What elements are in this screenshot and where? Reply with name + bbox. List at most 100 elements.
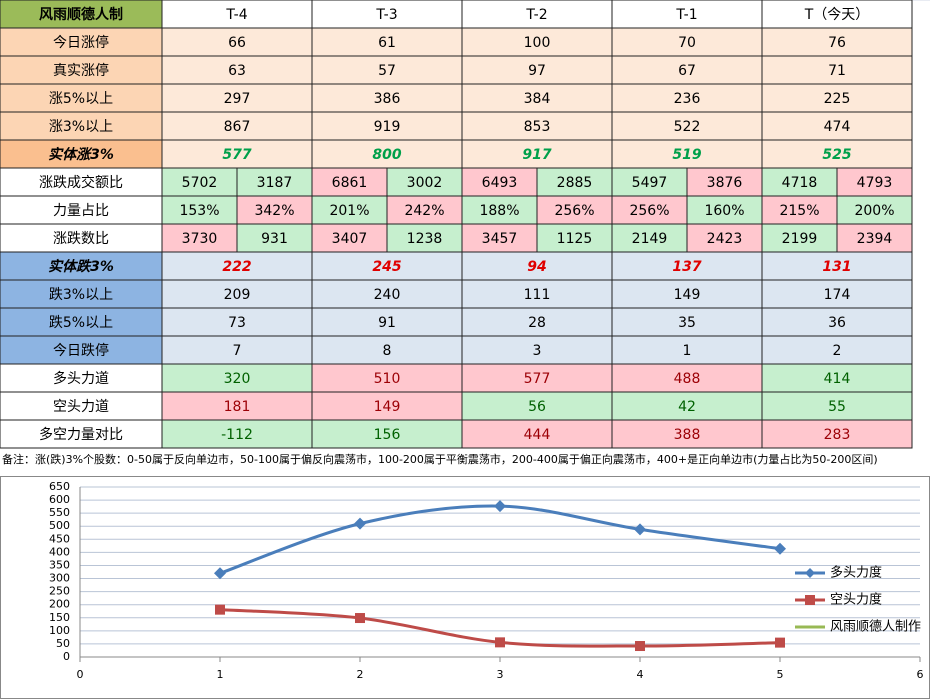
table-cell: 256% bbox=[554, 203, 594, 219]
header-cell-bg bbox=[761, 0, 913, 29]
legend-marker bbox=[805, 595, 815, 605]
table-cell-bg bbox=[311, 279, 463, 309]
row-label: 力量占比 bbox=[53, 203, 109, 219]
table-cell: 474 bbox=[824, 119, 851, 135]
table-cell-bg bbox=[461, 111, 613, 141]
row-label: 实体涨3% bbox=[48, 146, 114, 163]
table-cell-bg bbox=[461, 391, 613, 421]
table-cell: 209 bbox=[224, 287, 251, 303]
table-cell: 181 bbox=[224, 399, 251, 415]
header-cell-bg bbox=[611, 0, 763, 29]
marker bbox=[494, 500, 506, 513]
table-cell: 3457 bbox=[482, 231, 518, 247]
table-cell-bg bbox=[461, 55, 613, 85]
table-cell: 4718 bbox=[782, 175, 818, 191]
table-cell: 236 bbox=[674, 91, 701, 107]
table-cell: 160% bbox=[704, 203, 744, 219]
row-label: 多空力量对比 bbox=[39, 426, 123, 443]
table-cell: 522 bbox=[674, 119, 701, 135]
table-cell: 76 bbox=[828, 35, 846, 51]
table-cell: 188% bbox=[479, 203, 519, 219]
table-cell-bg bbox=[161, 391, 313, 421]
table-cell: 384 bbox=[524, 91, 551, 107]
legend-label: 多头力度 bbox=[830, 565, 882, 581]
table-cell: 4793 bbox=[857, 175, 893, 191]
table-cell: 201% bbox=[329, 203, 369, 219]
table-cell-bg bbox=[461, 363, 613, 393]
table-cell-bg bbox=[461, 27, 613, 57]
table-cell-bg bbox=[311, 307, 463, 337]
table-cell: 42 bbox=[678, 399, 696, 415]
table-cell-bg bbox=[761, 335, 913, 365]
table-cell: 35 bbox=[678, 315, 696, 331]
table-cell: 488 bbox=[674, 371, 701, 387]
table-cell: 71 bbox=[828, 63, 846, 79]
table-cell: 242% bbox=[404, 203, 444, 219]
table-cell-bg bbox=[161, 279, 313, 309]
table-cell-bg bbox=[311, 167, 388, 197]
table-cell: 137 bbox=[672, 259, 701, 275]
table-cell: 1 bbox=[683, 343, 692, 359]
table-cell: 919 bbox=[374, 119, 401, 135]
table-cell-bg bbox=[311, 251, 463, 281]
legend-marker bbox=[805, 568, 815, 578]
y-tick-label: 450 bbox=[49, 532, 70, 545]
table-cell: 240 bbox=[374, 287, 401, 303]
row-label: 涨跌数比 bbox=[53, 231, 109, 247]
marker bbox=[635, 641, 645, 652]
table-cell: 3730 bbox=[182, 231, 218, 247]
row-label-bg bbox=[0, 83, 163, 113]
table-cell: 3407 bbox=[332, 231, 368, 247]
table-cell-bg bbox=[311, 195, 388, 225]
table-cell: 386 bbox=[374, 91, 401, 107]
table-cell: 36 bbox=[828, 315, 846, 331]
row-label: 跌3%以上 bbox=[49, 287, 113, 303]
table-cell: 853 bbox=[524, 119, 551, 135]
table-cell: 5702 bbox=[182, 175, 218, 191]
legend-label: 空头力度 bbox=[830, 592, 882, 608]
table-cell-bg bbox=[836, 223, 913, 253]
table-cell: 94 bbox=[527, 259, 546, 275]
table-cell-bg bbox=[611, 139, 763, 169]
y-tick-label: 150 bbox=[49, 611, 70, 624]
table-cell-bg bbox=[161, 307, 313, 337]
marker bbox=[354, 517, 366, 530]
table-cell: 3187 bbox=[257, 175, 293, 191]
table-cell: 3876 bbox=[707, 175, 743, 191]
table-cell: 97 bbox=[528, 63, 546, 79]
table-cell-bg bbox=[611, 27, 763, 57]
table-cell: 67 bbox=[678, 63, 696, 79]
chart-frame bbox=[0, 476, 930, 699]
header-cell: T-3 bbox=[375, 7, 397, 23]
row-label-bg bbox=[0, 307, 163, 337]
header-cell: 风雨顺德人制 bbox=[39, 6, 123, 23]
table-cell: 57 bbox=[378, 63, 396, 79]
table-cell-bg bbox=[611, 223, 688, 253]
table-cell: 100 bbox=[524, 35, 551, 51]
table-cell: 28 bbox=[528, 315, 546, 331]
table-cell: 156 bbox=[374, 427, 401, 443]
table-cell: 6861 bbox=[332, 175, 368, 191]
table-cell-bg bbox=[611, 167, 688, 197]
table-cell: 56 bbox=[528, 399, 546, 415]
table-cell-bg bbox=[761, 307, 913, 337]
table-cell: 91 bbox=[378, 315, 396, 331]
row-label-bg bbox=[0, 251, 163, 281]
table-cell: 7 bbox=[233, 343, 242, 359]
table-cell: 867 bbox=[224, 119, 251, 135]
row-label: 涨5%以上 bbox=[49, 91, 113, 107]
table-cell: 3002 bbox=[407, 175, 443, 191]
table-cell: 2394 bbox=[857, 231, 893, 247]
y-tick-label: 400 bbox=[49, 545, 70, 558]
y-tick-label: 550 bbox=[49, 506, 70, 519]
y-tick-label: 0 bbox=[63, 650, 70, 663]
table-cell-bg bbox=[761, 55, 913, 85]
table-cell-bg bbox=[611, 391, 763, 421]
y-tick-label: 50 bbox=[56, 637, 70, 650]
row-label: 空头力道 bbox=[53, 399, 109, 415]
table-cell-bg bbox=[536, 223, 613, 253]
table-cell: 131 bbox=[822, 259, 851, 275]
marker bbox=[634, 523, 646, 536]
table-cell-bg bbox=[761, 419, 913, 449]
